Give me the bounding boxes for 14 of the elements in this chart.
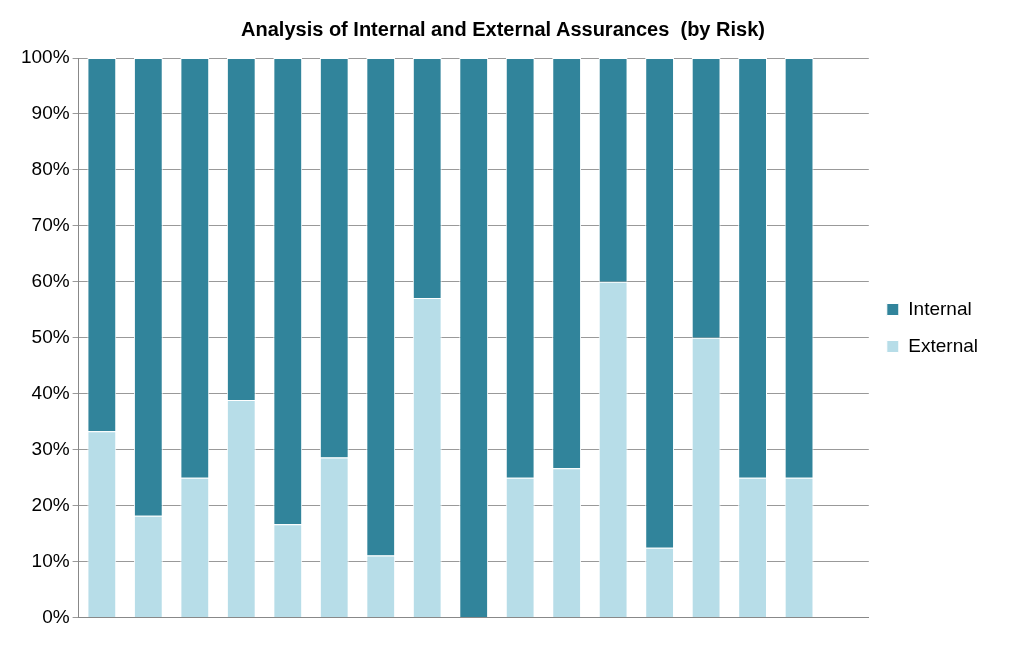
y-tick-label: 10% — [31, 549, 70, 571]
y-tick-label: 50% — [31, 326, 70, 348]
y-tick-label: 70% — [31, 214, 70, 236]
y-tick-label: 40% — [31, 381, 70, 403]
legend-label: External — [908, 334, 978, 356]
y-tick-label: 0% — [42, 605, 70, 627]
y-tick-label: 90% — [31, 102, 70, 124]
y-tick-label: 80% — [31, 158, 70, 180]
legend-label: Internal — [908, 297, 972, 319]
y-tick-label: 20% — [31, 493, 70, 515]
y-tick-label: 30% — [31, 437, 70, 459]
y-tick-label: 100% — [20, 46, 70, 68]
chart-title: Analysis of Internal and External Assurances (by Risk) — [241, 17, 765, 40]
y-tick-label: 60% — [31, 270, 70, 292]
